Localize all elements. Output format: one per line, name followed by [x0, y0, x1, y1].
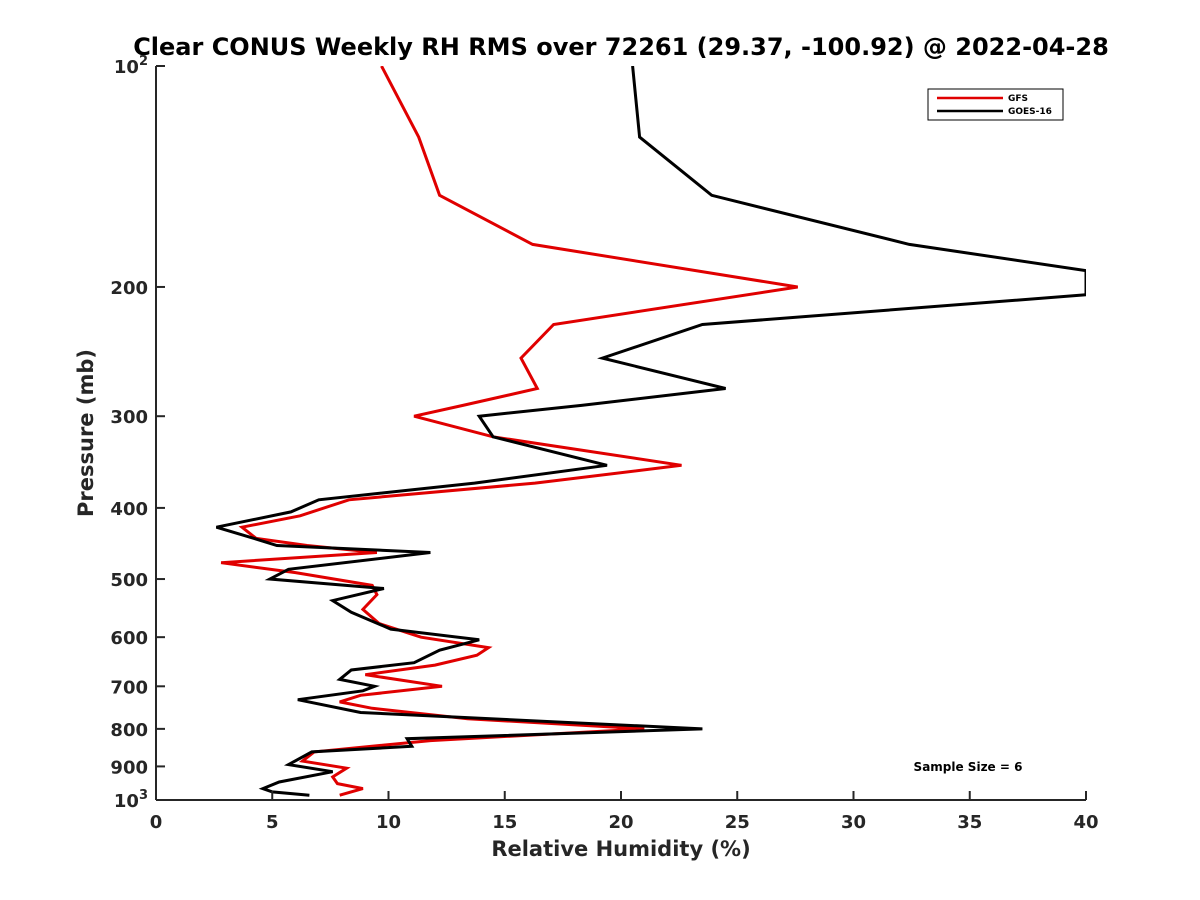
y-tick-label: 103	[114, 788, 148, 812]
x-tick-label: 25	[725, 812, 750, 833]
x-tick-label: 15	[492, 812, 517, 833]
legend-box	[927, 88, 1064, 121]
y-tick-label: 102	[114, 54, 148, 78]
legend-label-gfs: GFS	[1008, 94, 1028, 104]
y-tick-label: 900	[110, 757, 148, 778]
y-tick-label: 700	[110, 677, 148, 698]
x-tick-label: 35	[957, 812, 982, 833]
y-tick-label: 400	[110, 499, 148, 520]
y-tick-label: 500	[110, 570, 148, 591]
legend-label-goes16: GOES-16	[1008, 107, 1052, 117]
y-tick-label: 800	[110, 720, 148, 741]
y-tick-label: 300	[110, 407, 148, 428]
x-tick-label: 30	[841, 812, 866, 833]
sample-size-note: Sample Size = 6	[914, 760, 1023, 774]
x-tick-label: 10	[376, 812, 401, 833]
plot-area	[215, 66, 1086, 797]
y-tick-label: 600	[110, 628, 148, 649]
legend: GFS GOES-16	[927, 88, 1064, 121]
y-tick-label: 200	[110, 278, 148, 299]
x-tick-label: 0	[150, 812, 163, 833]
x-tick-label: 5	[266, 812, 279, 833]
axes: 0 5 10 15 20 25 30 35 40 102 200 300 400 500 600 700 800…	[110, 54, 1098, 833]
series-line-goes16	[215, 66, 1086, 797]
x-tick-label: 20	[608, 812, 633, 833]
y-axis-label: Pressure (mb)	[74, 349, 98, 517]
chart-title: Clear CONUS Weekly RH RMS over 72261 (29…	[133, 33, 1109, 61]
x-tick-label: 40	[1073, 812, 1098, 833]
x-axis-label: Relative Humidity (%)	[491, 837, 750, 861]
